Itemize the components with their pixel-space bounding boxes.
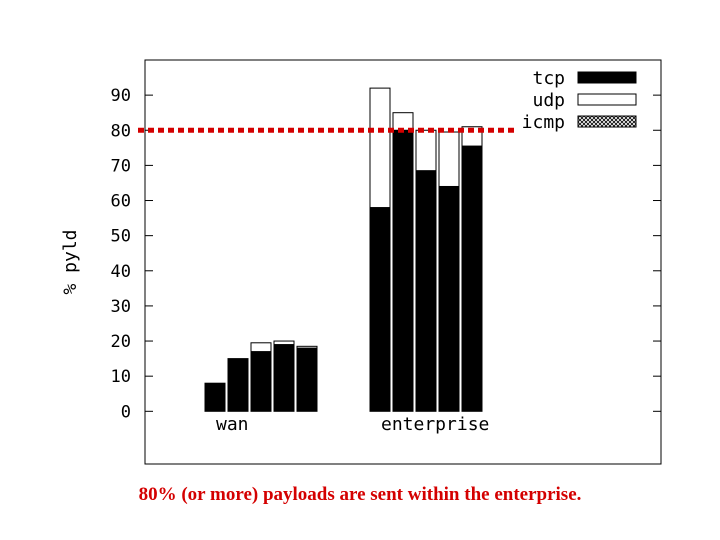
y-tick-label: 80: [111, 121, 131, 141]
bar-tcp: [392, 129, 414, 412]
stacked-bar-chart: 0 10 20 30 40 50 60 70 80 90 wan enterprise tcpudp…: [60, 59, 662, 465]
bars: [204, 87, 483, 412]
bar-tcp: [273, 344, 295, 412]
bar-tcp: [227, 358, 249, 412]
y-tick-label: 20: [111, 332, 131, 352]
bar-tcp: [369, 207, 391, 412]
y-tick-label: 10: [111, 367, 131, 387]
legend-label: icmp: [522, 112, 565, 133]
y-axis-label: % pyld: [60, 229, 81, 294]
bar-udp: [438, 131, 460, 187]
bar-udp: [250, 342, 272, 353]
legend-swatch: [577, 115, 637, 128]
bar-tcp: [204, 382, 226, 412]
y-tick-label: 60: [111, 192, 131, 212]
legend-swatch: [577, 93, 637, 106]
bar-tcp: [296, 347, 318, 412]
y-tick-label: 70: [111, 156, 131, 176]
y-tick-label: 30: [111, 297, 131, 317]
bar-udp: [415, 129, 437, 172]
y-tick-label: 40: [111, 262, 131, 282]
x-tick-label: wan: [216, 414, 249, 435]
bar-udp: [461, 126, 483, 147]
bar-tcp: [438, 185, 460, 412]
x-axis-labels: wan enterprise: [216, 414, 489, 435]
y-tick-label: 90: [111, 86, 131, 106]
bar-udp: [392, 112, 414, 131]
bar-tcp: [461, 145, 483, 412]
bar-tcp: [250, 351, 272, 412]
bar-udp: [273, 340, 295, 346]
y-tick-label: 50: [111, 227, 131, 247]
y-tick-label: 0: [121, 402, 131, 422]
x-tick-label: enterprise: [381, 414, 489, 435]
bar-tcp: [415, 170, 437, 412]
legend-label: tcp: [532, 68, 565, 89]
caption: 80% (or more) payloads are sent within t…: [138, 484, 582, 505]
legend-label: udp: [532, 90, 565, 111]
bar-udp: [369, 87, 391, 209]
bar-udp: [296, 345, 318, 349]
y-axis: 0 10 20 30 40 50 60 70 80 90: [111, 86, 661, 422]
plot-frame: [144, 59, 662, 465]
legend-swatch: [577, 71, 637, 84]
